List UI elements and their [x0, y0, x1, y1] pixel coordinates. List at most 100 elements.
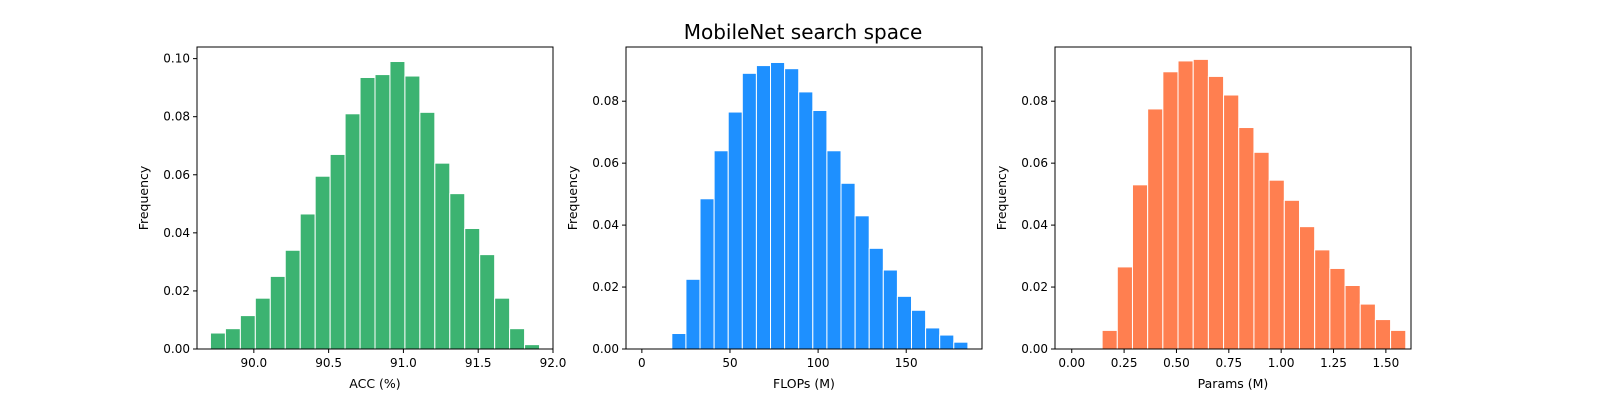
acc-xtick-label: 91.5 [465, 356, 492, 370]
acc-bar [524, 344, 541, 350]
params-bar [1116, 266, 1133, 350]
flops-bar [699, 198, 715, 350]
params-bar [1374, 319, 1392, 350]
acc-xtick-label: 91.0 [390, 356, 417, 370]
params-xtick-label: 0.25 [1111, 356, 1138, 370]
acc-bar [299, 213, 316, 350]
flops-xtick-label: 50 [722, 356, 737, 370]
flops-ylabel: Frequency [565, 165, 580, 230]
params-xtick-label: 1.00 [1268, 356, 1295, 370]
params-xtick-label: 0.50 [1163, 356, 1190, 370]
acc-bar [494, 297, 511, 350]
acc-xlabel: ACC (%) [349, 376, 400, 391]
params-ylabel: Frequency [994, 165, 1009, 230]
acc-ytick-label: 0.06 [163, 168, 190, 182]
params-bar [1223, 94, 1240, 350]
params-xlabel: Params (M) [1198, 376, 1269, 391]
acc-bar [314, 175, 331, 350]
params-bar [1329, 267, 1346, 350]
flops-bar [685, 278, 701, 350]
acc-bar [224, 328, 241, 350]
acc-bar [209, 332, 226, 350]
flops-bar [911, 309, 927, 350]
params-ytick-label: 0.00 [1021, 342, 1048, 356]
acc-bar [254, 297, 271, 350]
panel-acc: 90.0 90.5 91.0 91.5 92.0 0.00 0.02 0.04 0.06 0.08… [136, 46, 567, 391]
params-bar [1177, 60, 1194, 350]
flops-bar [854, 215, 870, 350]
flops-bar [798, 91, 814, 350]
acc-bar [329, 153, 346, 350]
acc-ytick-label: 0.04 [163, 226, 190, 240]
params-ytick-label: 0.04 [1021, 218, 1048, 232]
params-bar [1192, 58, 1209, 350]
acc-bar [344, 113, 361, 350]
params-bar [1268, 179, 1285, 350]
params-bar [1101, 329, 1118, 350]
acc-bar [404, 75, 421, 350]
flops-bar [896, 295, 913, 350]
flops-bar [671, 333, 687, 350]
params-bar [1131, 184, 1149, 350]
panel-flops: 0 50 100 150 0.00 0.02 0.04 0.06 0.08 FLOPs (M) Fr… [565, 46, 983, 391]
acc-xtick-label: 92.0 [540, 356, 567, 370]
acc-bar [284, 249, 301, 350]
flops-bar [812, 109, 828, 350]
acc-ytick-label: 0.02 [163, 284, 190, 298]
acc-bar [464, 227, 481, 350]
flops-xtick-label: 100 [807, 356, 830, 370]
acc-bar [479, 254, 496, 350]
params-bar [1162, 71, 1179, 350]
acc-ytick-label: 0.00 [163, 342, 190, 356]
flops-bar [784, 68, 800, 350]
flops-axes-frame [625, 46, 983, 350]
flops-ytick-label: 0.02 [592, 280, 619, 294]
params-bar [1314, 249, 1331, 350]
params-ytick-label: 0.08 [1021, 94, 1048, 108]
flops-bar [868, 247, 884, 350]
figure-title: MobileNet search space [684, 20, 923, 44]
flops-bar [882, 269, 898, 350]
flops-bar [826, 150, 842, 350]
flops-xlabel: FLOPs (M) [773, 376, 835, 391]
flops-ytick-label: 0.04 [592, 218, 619, 232]
flops-bar [727, 111, 743, 350]
params-ytick-label: 0.06 [1021, 156, 1048, 170]
flops-bar [840, 182, 856, 350]
params-bar [1344, 285, 1361, 350]
flops-ytick-label: 0.06 [592, 156, 619, 170]
acc-bar [269, 275, 286, 350]
acc-bar [359, 76, 376, 350]
params-bar [1238, 127, 1255, 350]
flops-xtick-label: 150 [895, 356, 918, 370]
flops-bar [770, 61, 786, 350]
params-axes-frame [1054, 46, 1412, 350]
flops-bar [939, 334, 955, 350]
acc-bar [239, 315, 256, 350]
params-xtick-label: 0.75 [1215, 356, 1242, 370]
acc-bar [434, 162, 451, 350]
acc-axes-frame [196, 46, 554, 350]
params-xtick-label: 0.00 [1058, 356, 1085, 370]
flops-bar [713, 150, 729, 350]
params-bar [1207, 75, 1225, 350]
flops-bar [755, 65, 772, 350]
acc-bar [389, 61, 406, 350]
params-bar [1253, 151, 1270, 350]
acc-ytick-label: 0.08 [163, 110, 190, 124]
acc-ylabel: Frequency [136, 165, 151, 230]
flops-bar [741, 72, 757, 350]
flops-bar [953, 341, 969, 350]
flops-ytick-label: 0.00 [592, 342, 619, 356]
acc-ytick-label: 0.10 [163, 52, 190, 66]
flops-xtick-label: 0 [638, 356, 646, 370]
acc-xtick-label: 90.5 [315, 356, 342, 370]
params-bar [1298, 226, 1316, 350]
acc-bar [449, 193, 466, 350]
params-bar [1359, 303, 1376, 350]
flops-ytick-label: 0.08 [592, 94, 619, 108]
panel-params: 0.00 0.25 0.50 0.75 1.00 1.25 1.50 0.00 0.02 0.04… [994, 46, 1412, 391]
params-xtick-label: 1.25 [1320, 356, 1347, 370]
params-bar [1147, 108, 1164, 350]
